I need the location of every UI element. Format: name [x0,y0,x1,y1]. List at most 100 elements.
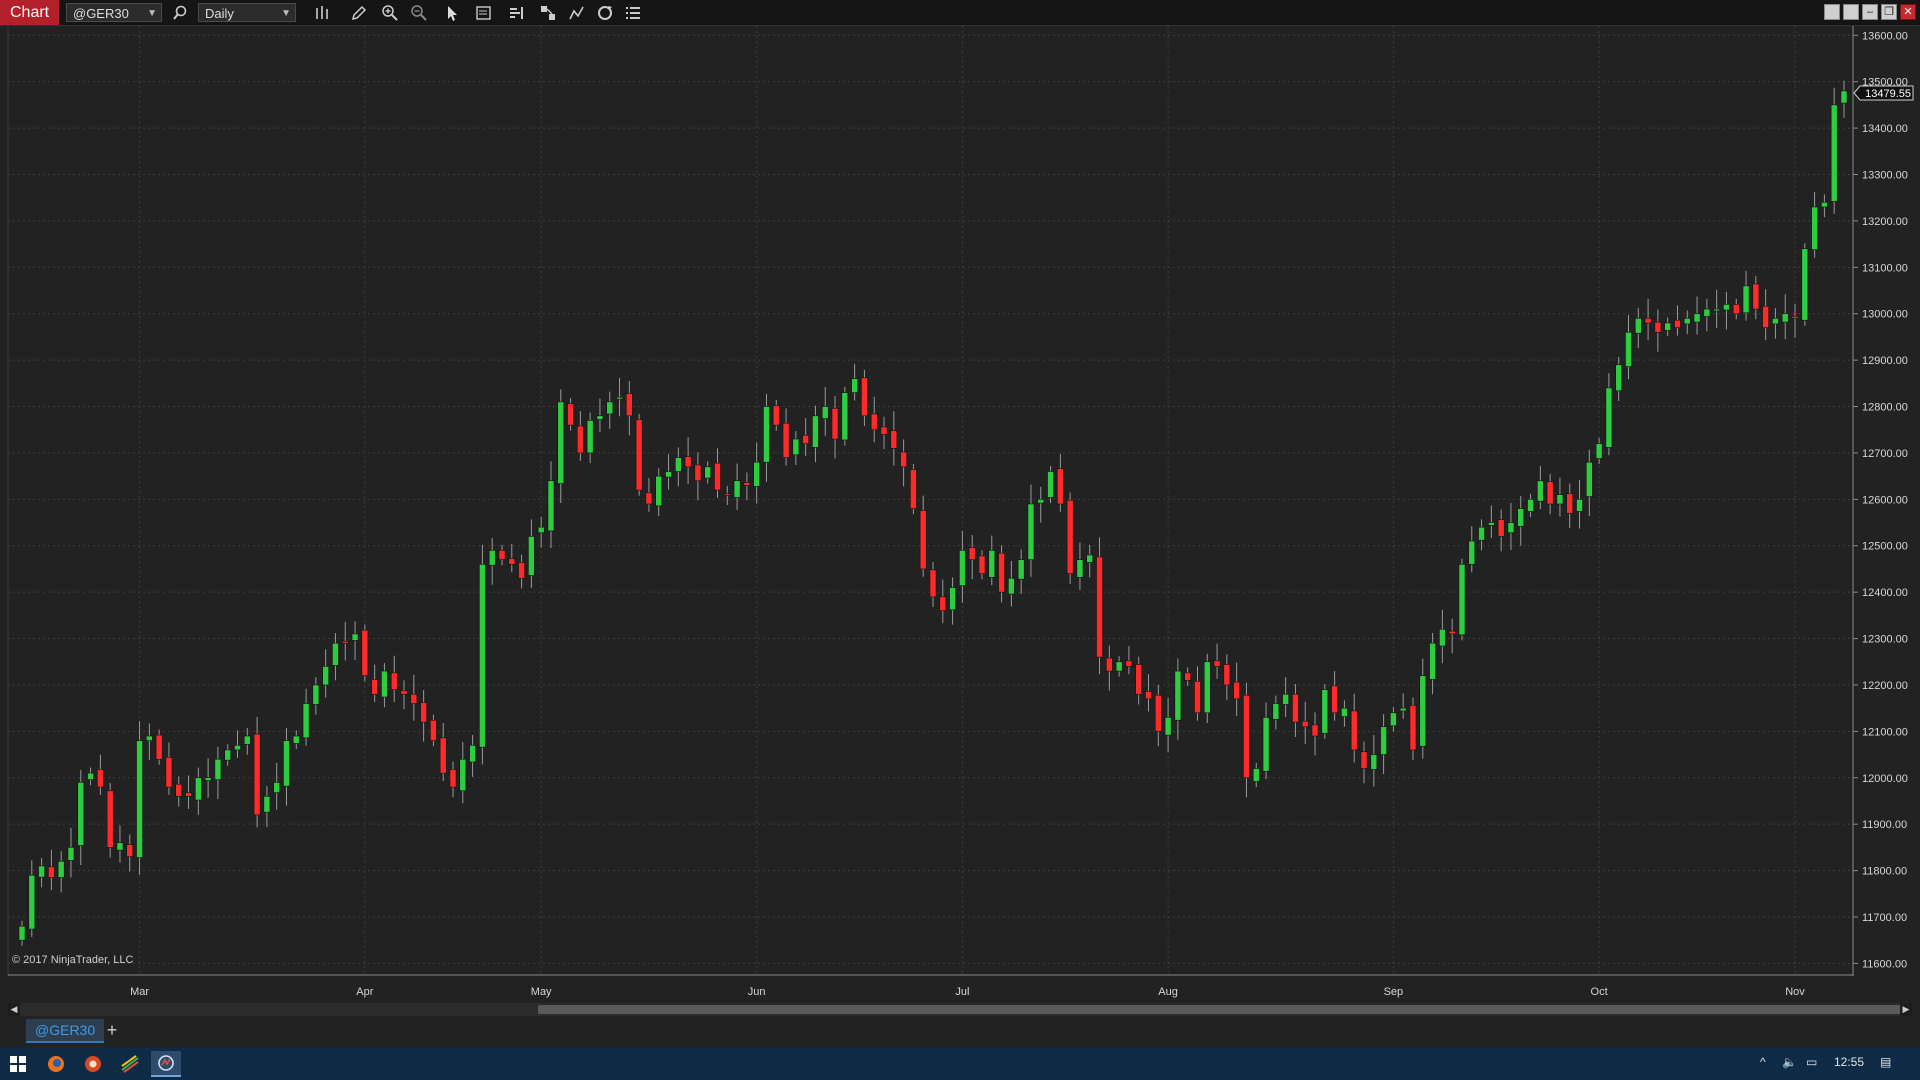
candle-up [1027,503,1035,560]
tile-right-button[interactable] [1843,4,1859,20]
candle-up [1478,526,1485,541]
candle-up [1282,693,1289,705]
candle-up [792,438,800,456]
search-icon[interactable] [169,2,191,23]
bar-type-icon[interactable] [311,2,333,23]
time-tick-label: Aug [1158,986,1178,998]
candle-down [919,510,927,570]
candle-down [439,737,447,774]
candle-down [890,430,898,449]
horizontal-scrollbar[interactable]: ◀ ▶ [8,1003,1912,1016]
restore-button[interactable]: ❐ [1881,4,1897,20]
charting-app-icon[interactable] [115,1051,145,1077]
candle-down [772,405,780,426]
clock[interactable]: 12:55 [1834,1055,1865,1069]
candle-up [1380,726,1387,755]
candle-up [1556,494,1564,505]
price-tick-label: 13200.00 [1862,216,1908,228]
add-tab-icon[interactable]: + [106,1020,118,1040]
instrument-selector[interactable]: @GER30 ▼ [66,3,162,22]
action-center-icon[interactable]: ▤ [1880,1055,1892,1069]
price-tick-label: 12900.00 [1862,355,1908,367]
scroll-left-icon[interactable]: ◀ [8,1003,20,1016]
candle-down [48,866,55,878]
data-series-icon[interactable] [506,2,528,23]
minimize-button[interactable]: – [1862,4,1878,20]
price-tick-label: 13300.00 [1862,169,1908,181]
time-tick-label: Sep [1384,986,1404,998]
time-axis: Mar Apr May Jun Jul Aug Sep Oct Nov [130,986,1805,998]
time-tick-label: Nov [1785,986,1805,998]
candle-down [782,422,790,458]
candle-down [1644,318,1652,324]
network-icon[interactable]: ▭ [1806,1055,1818,1069]
candle-down [508,558,516,565]
scrollbar-thumb[interactable] [538,1005,1904,1014]
candle-up [469,744,476,763]
candle-up [704,466,712,479]
candle-up [1625,331,1632,367]
time-tick-label: Jul [955,986,969,998]
chart-properties-icon[interactable] [473,2,495,23]
zoom-in-icon[interactable] [379,2,401,23]
candle-up [665,471,672,478]
candle-up [1047,471,1054,498]
candle-up [204,777,212,781]
refresh-icon[interactable] [594,2,616,23]
last-price-marker: 13479.55 [1853,85,1914,101]
candle-up [988,550,996,578]
scroll-right-icon[interactable]: ▶ [1900,1003,1912,1016]
candle-up [1507,522,1515,534]
candle-down [684,456,692,468]
candle-up [1429,642,1436,680]
price-tick-label: 13400.00 [1862,123,1908,135]
browser-icon[interactable] [78,1051,108,1077]
candle-up [596,415,604,420]
strategies-icon[interactable] [537,2,559,23]
candle-up [851,378,858,393]
close-button[interactable]: ✕ [1900,4,1916,20]
candle-up [1723,304,1730,311]
cursor-icon[interactable] [441,2,463,23]
candle-up [1076,559,1084,578]
candle-down [861,377,868,417]
interval-selector[interactable]: Daily ▼ [198,3,296,22]
price-tick-label: 12800.00 [1862,402,1908,414]
time-tick-label: Jun [748,986,766,998]
volume-icon[interactable]: 🔈 [1782,1055,1797,1069]
candle-down [449,769,457,788]
candle-up [537,526,545,534]
tile-left-button[interactable] [1824,4,1840,20]
pencil-icon[interactable] [348,2,370,23]
instrument-tab[interactable]: @GER30 [26,1019,105,1043]
candle-down [1154,694,1162,732]
candle-down [802,434,809,444]
tray-chevron-icon[interactable]: ^ [1760,1055,1766,1069]
candle-down [390,672,398,690]
ninjatrader-icon[interactable] [151,1051,181,1077]
firefox-icon[interactable] [41,1051,71,1077]
candle-up [606,401,614,415]
candle-up [1174,670,1182,721]
indicators-icon[interactable] [566,2,588,23]
price-chart[interactable]: 13600.0013500.0013400.0013300.0013200.00… [0,26,1920,1003]
windows-start-icon[interactable] [3,1051,33,1077]
chart-window-tab[interactable]: Chart [0,0,60,25]
candle-down [1791,316,1799,319]
candle-down [567,403,574,426]
candle-down [635,419,643,491]
candle-up [1585,461,1593,497]
candle-down [1243,694,1250,779]
candle-down [1674,319,1681,328]
price-tick-label: 12000.00 [1862,773,1908,785]
candle-up [1821,202,1828,208]
candle-up [1772,318,1779,325]
candle-down [1448,630,1456,635]
time-tick-label: Mar [130,986,149,998]
candle-up [1203,661,1211,714]
candle-up [1458,564,1466,636]
candle-down [694,464,702,482]
list-icon[interactable] [622,2,644,23]
zoom-out-icon[interactable] [408,2,430,23]
candle-down [185,792,192,797]
